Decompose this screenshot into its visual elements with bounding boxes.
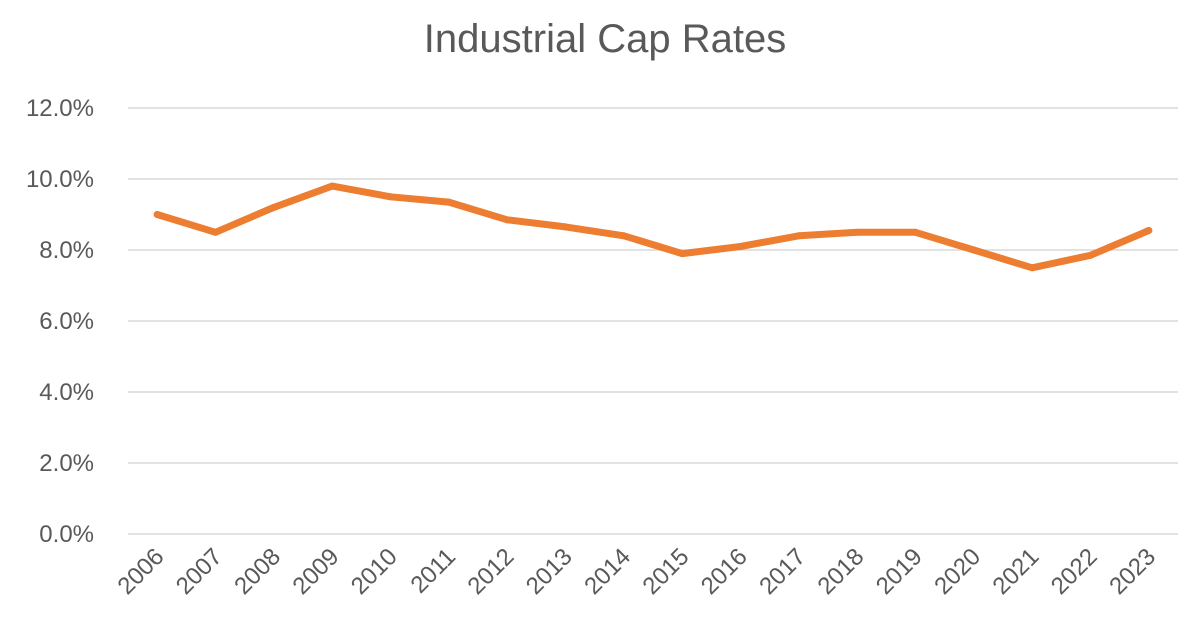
y-tick-label: 0.0% (39, 521, 94, 548)
x-tick-label: 2012 (463, 543, 520, 600)
x-tick-label: 2023 (1104, 543, 1161, 600)
x-tick-label: 2022 (1046, 543, 1103, 600)
y-tick-label: 2.0% (39, 450, 94, 477)
data-point (562, 223, 569, 231)
data-point (212, 228, 219, 236)
data-point (270, 203, 278, 211)
data-point (1087, 251, 1094, 259)
x-tick-label: 2019 (871, 543, 928, 600)
data-point (387, 193, 394, 201)
data-point (970, 246, 978, 254)
y-tick-label: 6.0% (39, 308, 94, 335)
y-tick-label: 10.0% (26, 166, 94, 193)
data-point (853, 228, 861, 236)
y-tick-label: 8.0% (39, 237, 94, 264)
x-axis: 2006 2007 2008 2009 2010 2011 2012 2013 2014 2015… (113, 543, 1162, 600)
x-tick-label: 2006 (113, 543, 170, 600)
x-tick-label: 2011 (405, 543, 461, 599)
x-tick-label: 2016 (696, 543, 753, 600)
data-point (678, 250, 686, 258)
x-tick-label: 2014 (579, 543, 636, 600)
x-tick-label: 2018 (813, 543, 870, 600)
data-point (503, 216, 511, 224)
y-tick-label: 12.0% (26, 95, 94, 122)
x-tick-label: 2013 (521, 543, 578, 600)
x-tick-label: 2020 (929, 543, 986, 600)
y-tick-label: 4.0% (39, 379, 94, 406)
chart-title: Industrial Cap Rates (424, 17, 786, 61)
x-tick-label: 2017 (754, 543, 811, 600)
data-point (1145, 226, 1153, 234)
y-axis: 0.0% 2.0% 4.0% 6.0% 8.0% 10.0% 12.0% (26, 95, 94, 548)
data-point (328, 182, 336, 190)
series-layer (153, 182, 1153, 272)
data-point (737, 242, 744, 250)
data-point (620, 232, 628, 240)
x-tick-label: 2015 (638, 543, 695, 600)
x-tick-label: 2007 (171, 543, 228, 600)
data-point (153, 211, 161, 218)
x-tick-label: 2021 (988, 543, 1045, 600)
data-point (1028, 264, 1036, 272)
x-tick-label: 2009 (288, 543, 345, 600)
data-point (445, 198, 453, 206)
data-point (795, 232, 803, 240)
x-tick-label: 2010 (346, 543, 403, 600)
x-tick-label: 2008 (229, 543, 286, 600)
gridlines (128, 107, 1178, 535)
series-line (153, 182, 1153, 272)
data-point (912, 228, 919, 236)
